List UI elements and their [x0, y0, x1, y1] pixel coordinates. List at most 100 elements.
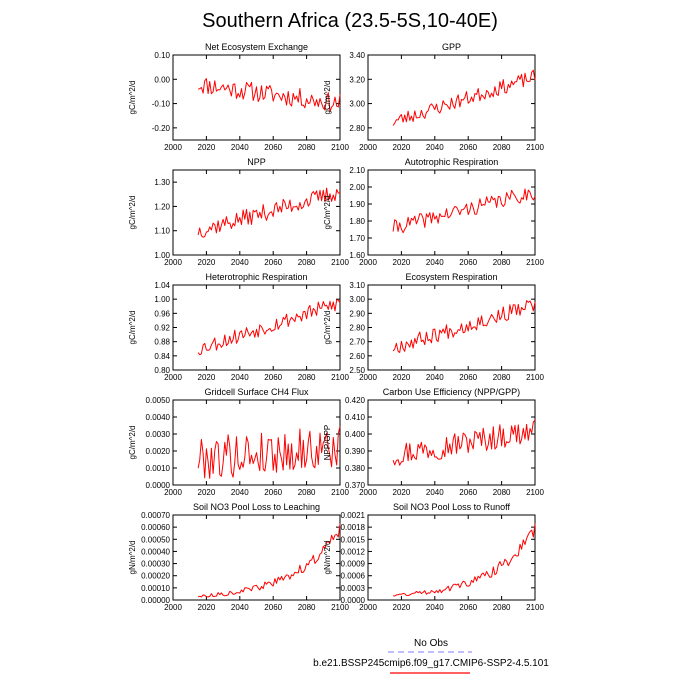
y-axis-label: gN/m^2/d — [128, 541, 137, 575]
x-tick-label: 2100 — [526, 373, 544, 382]
x-tick-label: 2060 — [459, 373, 477, 382]
y-tick-label: 1.00 — [154, 251, 170, 260]
panel-3: NPP 2000 2020 2040 2060 2080 2100 1.30 1.20 1.10 1… — [128, 157, 349, 267]
x-tick-label: 2060 — [264, 373, 282, 382]
x-tick-label: 2020 — [198, 373, 216, 382]
x-tick-label: 2060 — [264, 258, 282, 267]
y-tick-label: 2.60 — [349, 352, 365, 361]
x-tick-label: 2020 — [198, 143, 216, 152]
panel-7: Gridcell Surface CH4 Flux 2000 2020 2040 206… — [128, 387, 349, 497]
x-tick-label: 2080 — [298, 373, 316, 382]
x-tick-label: 2040 — [231, 373, 249, 382]
plot-frame — [367, 514, 536, 601]
plot-frame — [367, 399, 536, 486]
x-tick-label: 2080 — [493, 258, 511, 267]
y-tick-label: 1.80 — [349, 217, 365, 226]
x-tick-label: 2020 — [393, 143, 411, 152]
y-tick-label: 2.10 — [349, 166, 365, 175]
y-tick-label: 0.0021 — [341, 511, 366, 520]
y-tick-label: 1.04 — [154, 281, 170, 290]
series-line — [392, 419, 536, 466]
x-tick-label: 2020 — [393, 603, 411, 612]
y-tick-label: 0.00000 — [141, 596, 170, 605]
panel-6: Ecosystem Respiration 2000 2020 2040 2060 208… — [323, 272, 544, 382]
y-tick-label: 3.00 — [349, 100, 365, 109]
panel-2: GPP 2000 2020 2040 2060 2080 2100 3.40 3.20 3.00 2… — [323, 42, 544, 152]
y-tick-label: 0.0006 — [341, 572, 366, 581]
y-tick-label: 0.0015 — [341, 535, 366, 544]
x-tick-label: 2040 — [231, 143, 249, 152]
panel-title: Net Ecosystem Exchange — [205, 42, 308, 52]
y-tick-label: 2.50 — [349, 366, 365, 375]
panel-title: Ecosystem Respiration — [405, 272, 497, 282]
legend: No Obs b.e21.BSSP245cmip6.f09_g17.CMIP6-… — [313, 638, 549, 674]
y-tick-label: 1.10 — [154, 227, 170, 236]
plot-frame — [367, 169, 536, 256]
x-tick-label: 2040 — [426, 143, 444, 152]
x-tick-label: 2000 — [359, 488, 377, 497]
panel-title: NPP — [247, 157, 266, 167]
y-axis-label: gC/m^2/d — [323, 81, 332, 115]
x-tick-label: 2000 — [164, 143, 182, 152]
x-tick-label: 2000 — [359, 258, 377, 267]
series-line — [393, 523, 536, 597]
y-tick-label: 0.00070 — [141, 511, 170, 520]
x-tick-label: 2080 — [298, 258, 316, 267]
x-tick-label: 2040 — [426, 373, 444, 382]
y-tick-label: 0.0020 — [146, 447, 171, 456]
y-tick-label: 0.00060 — [141, 523, 170, 532]
x-tick-label: 2020 — [198, 258, 216, 267]
series-line — [197, 523, 341, 598]
series-line — [392, 188, 536, 234]
y-tick-label: 0.80 — [154, 366, 170, 375]
x-tick-label: 2100 — [331, 258, 349, 267]
panel-4: Autotrophic Respiration 2000 2020 2040 2060 2… — [323, 157, 544, 267]
panel-title: Heterotrophic Respiration — [205, 272, 307, 282]
x-tick-label: 2000 — [359, 373, 377, 382]
y-tick-label: 0.00040 — [141, 547, 170, 556]
y-tick-label: 0.00030 — [141, 560, 170, 569]
y-tick-label: 0.0003 — [341, 584, 366, 593]
x-tick-label: 2060 — [264, 603, 282, 612]
y-tick-label: 2.90 — [349, 309, 365, 318]
panel-title: Autotrophic Respiration — [405, 157, 499, 167]
x-tick-label: 2060 — [459, 488, 477, 497]
x-tick-label: 2040 — [231, 258, 249, 267]
x-tick-label: 2040 — [426, 258, 444, 267]
y-axis-label: gN/m^2/d — [323, 541, 332, 575]
x-tick-label: 2000 — [164, 373, 182, 382]
y-tick-label: 0.0040 — [146, 413, 171, 422]
series-line — [197, 78, 341, 112]
x-tick-label: 2100 — [526, 488, 544, 497]
x-tick-label: 2000 — [359, 603, 377, 612]
y-axis-label: gC/m^2/d — [128, 196, 137, 230]
x-tick-label: 2100 — [331, 143, 349, 152]
y-tick-label: 0.96 — [154, 309, 170, 318]
x-tick-label: 2080 — [493, 143, 511, 152]
x-tick-label: 2100 — [526, 258, 544, 267]
panel-8: Carbon Use Efficiency (NPP/GPP) 2000 2020 2… — [323, 387, 544, 497]
y-tick-label: 0.0000 — [341, 596, 366, 605]
x-tick-label: 2100 — [331, 603, 349, 612]
y-tick-label: 0.390 — [345, 447, 366, 456]
series-line — [197, 299, 341, 356]
x-tick-label: 2000 — [164, 258, 182, 267]
y-tick-label: 0.0012 — [341, 547, 366, 556]
panel-10: Soil NO3 Pool Loss to Runoff 2000 2020 2040… — [323, 502, 544, 612]
y-tick-label: 0.0009 — [341, 560, 366, 569]
y-axis-label: gC/m^2/d — [128, 81, 137, 115]
x-tick-label: 2100 — [331, 488, 349, 497]
y-tick-label: 1.30 — [154, 178, 170, 187]
y-tick-label: 3.00 — [349, 295, 365, 304]
x-tick-label: 2080 — [493, 488, 511, 497]
panel-title: Carbon Use Efficiency (NPP/GPP) — [383, 387, 520, 397]
x-tick-label: 2020 — [393, 258, 411, 267]
y-axis-label: gC/m^2/d — [323, 311, 332, 345]
panels: Net Ecosystem Exchange 2000 2020 2040 2060 20… — [128, 42, 544, 612]
y-tick-label: 0.0050 — [146, 396, 171, 405]
x-tick-label: 2080 — [493, 603, 511, 612]
x-tick-label: 2080 — [298, 603, 316, 612]
y-tick-label: 1.60 — [349, 251, 365, 260]
x-tick-label: 2080 — [298, 488, 316, 497]
